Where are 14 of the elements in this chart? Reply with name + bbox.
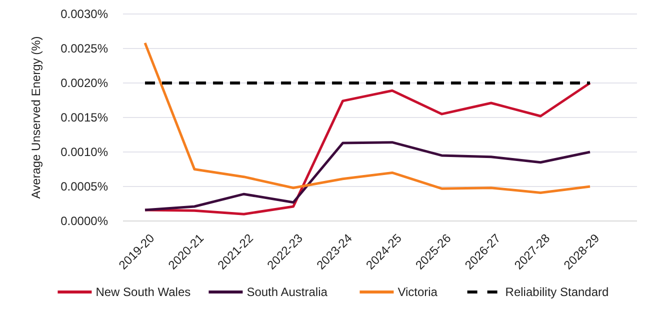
y-axis-title: Average Unserved Energy (%) <box>29 36 43 199</box>
line-series <box>144 141 592 212</box>
legend-label: South Australia <box>246 285 328 300</box>
y-tick-label: 0.0015% <box>60 110 108 125</box>
y-tick-label: 0.0020% <box>60 76 108 90</box>
y-tick-label: 0.0010% <box>60 145 108 160</box>
y-tick-label: 0.0030% <box>60 7 108 22</box>
line-series <box>144 42 592 194</box>
legend-label: Reliability Standard <box>505 285 609 300</box>
y-tick-label: 0.0000% <box>60 214 108 228</box>
y-tick-label: 0.0005% <box>60 180 108 194</box>
legend-label: Victoria <box>398 285 438 300</box>
legend-label: New South Wales <box>96 285 191 300</box>
y-tick-label: 0.0025% <box>60 42 108 56</box>
